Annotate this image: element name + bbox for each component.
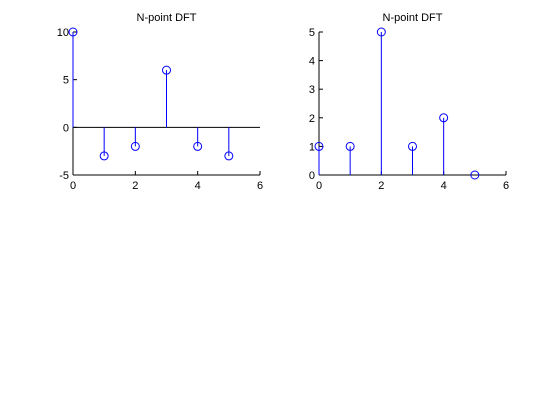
chart-title: N-point DFT (383, 12, 443, 24)
stem-marker (439, 113, 449, 123)
stem-marker (376, 27, 386, 37)
x-tick-label: 4 (441, 180, 447, 192)
x-tick-label: 6 (257, 180, 263, 192)
stem-marker (130, 141, 140, 151)
x-tick-label: 2 (378, 180, 384, 192)
stem-marker (193, 141, 203, 151)
y-tick-label: 0 (63, 122, 69, 134)
stem-plot-right: N-point DFT 0 2 4 6 0 1 2 3 4 5 (309, 12, 509, 192)
stem-marker (224, 151, 234, 161)
stem-marker (99, 151, 109, 161)
x-tick-label: 0 (316, 180, 322, 192)
stem-marker (408, 141, 417, 151)
stem-marker (345, 141, 355, 151)
x-tick-label: 0 (70, 180, 76, 192)
y-tick-label: 10 (57, 27, 69, 39)
y-tick-label: 1 (309, 141, 315, 153)
y-tick-label: 5 (309, 27, 315, 39)
y-tick-label: 0 (309, 170, 315, 182)
x-tick-label: 2 (132, 180, 138, 192)
x-tick-label: 6 (503, 180, 509, 192)
y-tick-label: -5 (59, 170, 69, 182)
stem-marker (68, 27, 78, 37)
chart-title: N-point DFT (137, 12, 197, 24)
y-tick-label: 4 (309, 56, 315, 68)
y-tick-label: 3 (309, 84, 315, 96)
y-tick-label: 5 (63, 75, 69, 87)
stem-marker (314, 141, 324, 151)
stem-marker (470, 170, 480, 180)
stem-marker (162, 65, 171, 75)
y-tick-label: 2 (309, 113, 315, 125)
x-tick-label: 4 (195, 180, 201, 192)
